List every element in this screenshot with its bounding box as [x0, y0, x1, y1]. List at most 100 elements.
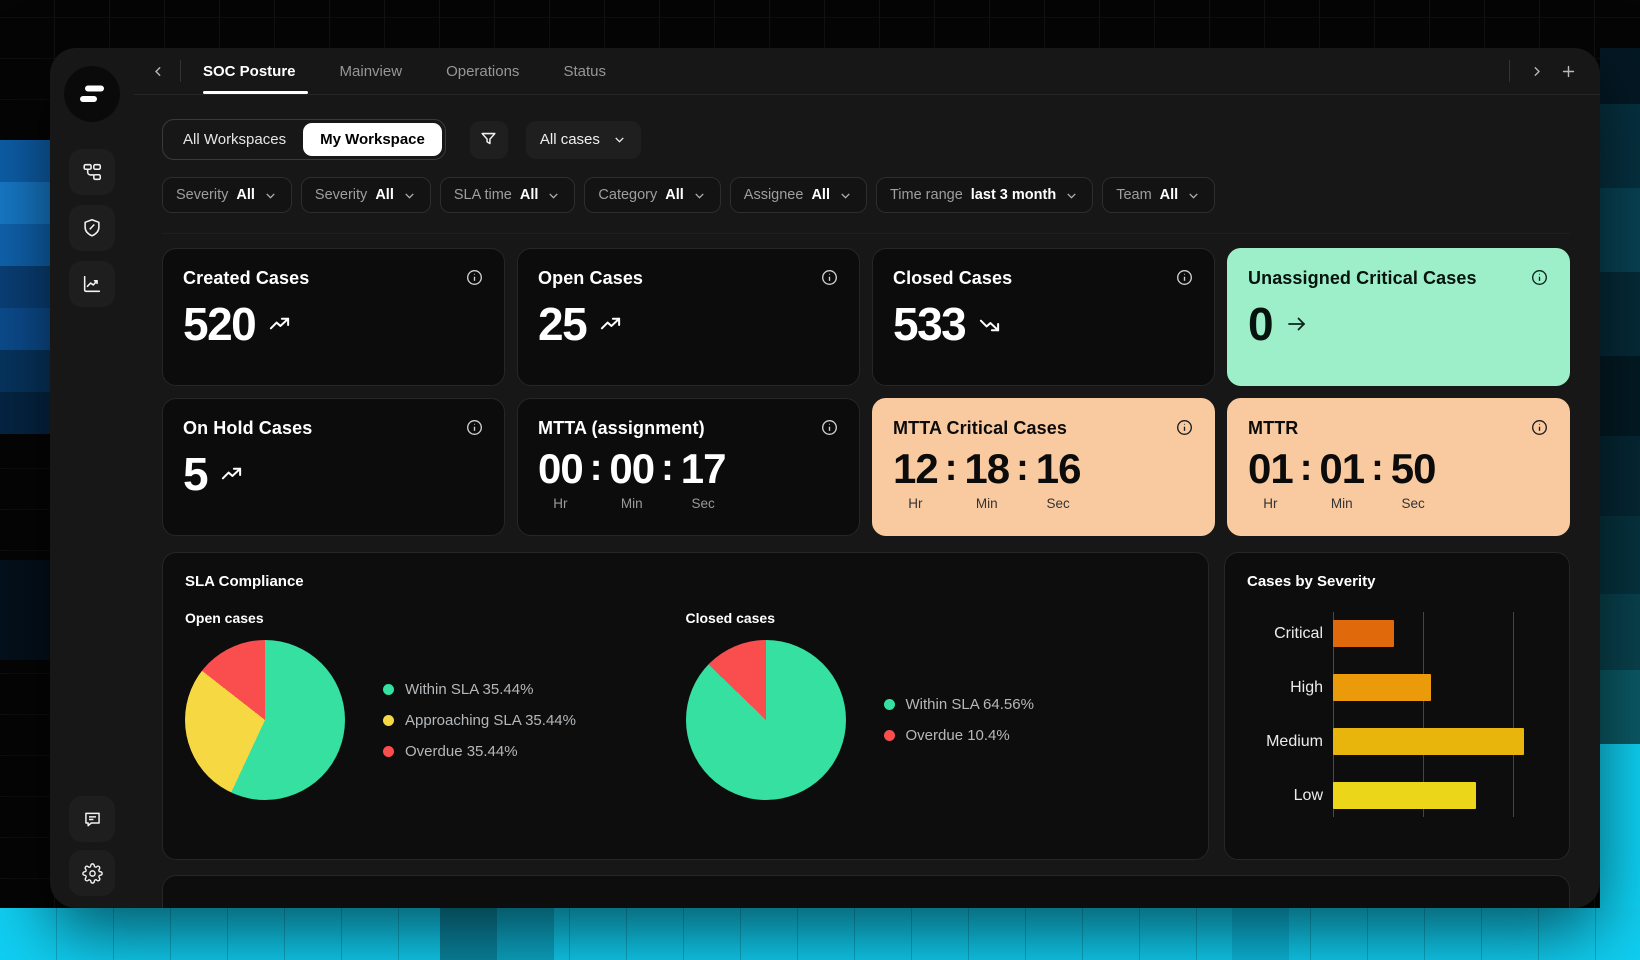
bar-medium — [1333, 728, 1524, 755]
info-icon[interactable] — [820, 418, 839, 437]
time-hours: 12 — [893, 447, 938, 491]
divider — [180, 60, 181, 82]
sidebar-item-security[interactable] — [69, 205, 115, 251]
cases-dropdown[interactable]: All cases — [526, 121, 641, 159]
app-logo[interactable] — [64, 66, 120, 127]
time-sec-label: Sec — [1036, 496, 1081, 511]
charts-row: SLA Compliance Open cases Within SLA 35.… — [162, 552, 1570, 860]
bar-track — [1333, 674, 1547, 701]
filter-time-range[interactable]: Time range last 3 month — [876, 177, 1093, 213]
filter-label: Time range — [890, 187, 963, 203]
bar-label-high: High — [1247, 674, 1333, 701]
time-hours: 01 — [1248, 447, 1293, 491]
workflow-icon — [81, 161, 103, 183]
sidebar-nav — [69, 149, 115, 307]
desktop-tile — [1600, 356, 1640, 436]
tab-status[interactable]: Status — [563, 49, 606, 93]
desktop-tile — [1600, 516, 1640, 594]
filter-assignee[interactable]: Assignee All — [730, 177, 867, 213]
sidebar-item-analytics[interactable] — [69, 261, 115, 307]
filter-severity-2[interactable]: Severity All — [301, 177, 431, 213]
time-separator: : — [1009, 447, 1036, 491]
desktop-tile — [497, 908, 554, 960]
desktop-tile — [1232, 908, 1289, 960]
filter-sla-time[interactable]: SLA time All — [440, 177, 576, 213]
kpi-grid: Created Cases 520 Open Cases 25 Closed C… — [162, 248, 1570, 536]
legend-dot — [884, 699, 895, 710]
tabs-scroll-right-button[interactable] — [1522, 57, 1550, 85]
desktop-tile — [1600, 744, 1640, 908]
card-value: 0 — [1248, 301, 1272, 347]
bar-track — [1333, 782, 1547, 809]
sidebar-bottom — [69, 796, 115, 896]
time-separator: : — [938, 447, 965, 491]
add-tab-button[interactable] — [1554, 57, 1582, 85]
filter-category[interactable]: Category All — [584, 177, 720, 213]
sidebar-item-settings[interactable] — [69, 850, 115, 896]
workspace-toggle-my[interactable]: My Workspace — [303, 123, 442, 156]
chevron-down-icon — [1064, 188, 1079, 203]
kpi-card-unassigned-critical[interactable]: Unassigned Critical Cases 0 — [1227, 248, 1570, 386]
pie-chart-closed-cases — [686, 640, 846, 800]
desktop-tile — [0, 182, 50, 224]
kpi-card-mtta-assignment: MTTA (assignment) 00:00:17 HrMinSec — [517, 398, 860, 536]
legend-label: Within SLA 35.44% — [405, 681, 533, 698]
filter-label: Severity — [176, 187, 228, 203]
shield-icon — [81, 217, 103, 239]
filter-label: Team — [1116, 187, 1151, 203]
desktop-bottom-strip — [0, 908, 1640, 960]
tab-mainview[interactable]: Mainview — [340, 49, 403, 93]
kpi-section: Created Cases 520 Open Cases 25 Closed C… — [162, 233, 1570, 536]
filter-row: Severity All Severity All SLA time All C… — [162, 177, 1570, 213]
legend-label: Approaching SLA 35.44% — [405, 712, 576, 729]
bar-chart-cases-by-severity: Critical High Medium Low — [1247, 620, 1547, 809]
tab-operations[interactable]: Operations — [446, 49, 519, 93]
filter-team[interactable]: Team All — [1102, 177, 1215, 213]
chevron-down-icon — [838, 188, 853, 203]
tab-soc-posture[interactable]: SOC Posture — [203, 49, 296, 93]
legend-label: Overdue 10.4% — [906, 727, 1010, 744]
chevron-left-icon — [151, 64, 166, 79]
sidebar — [50, 48, 134, 908]
desktop-tile — [0, 140, 50, 182]
card-title: Unassigned Critical Cases — [1248, 268, 1477, 289]
dashboard-content: All Workspaces My Workspace All cases Se… — [134, 119, 1600, 908]
trend-up-icon — [220, 463, 243, 486]
card-title: Open Cases — [538, 268, 643, 289]
tabs-scroll-left-button[interactable] — [144, 57, 172, 85]
sidebar-item-workflows[interactable] — [69, 149, 115, 195]
legend-item: Approaching SLA 35.44% — [383, 712, 576, 729]
time-seconds: 16 — [1036, 447, 1081, 491]
filter-button[interactable] — [470, 121, 508, 159]
legend-dot — [383, 684, 394, 695]
time-separator: : — [1293, 447, 1320, 491]
time-value: 00:00:17 HrMinSec — [538, 447, 839, 511]
filter-value: last 3 month — [971, 187, 1056, 203]
time-minutes: 01 — [1319, 447, 1364, 491]
legend-dot — [383, 715, 394, 726]
legend-item: Overdue 10.4% — [884, 727, 1034, 744]
time-hr-label: Hr — [1248, 496, 1293, 511]
info-icon[interactable] — [465, 418, 484, 437]
legend: Within SLA 64.56% Overdue 10.4% — [884, 696, 1034, 744]
info-icon[interactable] — [1530, 418, 1549, 437]
sidebar-item-feedback[interactable] — [69, 796, 115, 842]
info-icon[interactable] — [1175, 268, 1194, 287]
arrow-right-icon — [1285, 312, 1309, 336]
time-hr-label: Hr — [893, 496, 938, 511]
chevron-down-icon — [692, 188, 707, 203]
tab-bar: SOC Posture Mainview Operations Status — [134, 48, 1600, 95]
info-icon[interactable] — [1530, 268, 1549, 287]
info-icon[interactable] — [1175, 418, 1194, 437]
time-min-label: Min — [964, 496, 1009, 511]
workspace-toggle-all[interactable]: All Workspaces — [166, 123, 303, 156]
time-sec-label: Sec — [681, 496, 726, 511]
panel-title: Cases by Severity — [1247, 573, 1547, 590]
card-title: MTTA Critical Cases — [893, 418, 1067, 439]
info-icon[interactable] — [465, 268, 484, 287]
time-separator: : — [654, 447, 681, 491]
info-icon[interactable] — [820, 268, 839, 287]
bar-critical — [1333, 620, 1394, 647]
filter-severity-1[interactable]: Severity All — [162, 177, 292, 213]
filter-label: SLA time — [454, 187, 512, 203]
